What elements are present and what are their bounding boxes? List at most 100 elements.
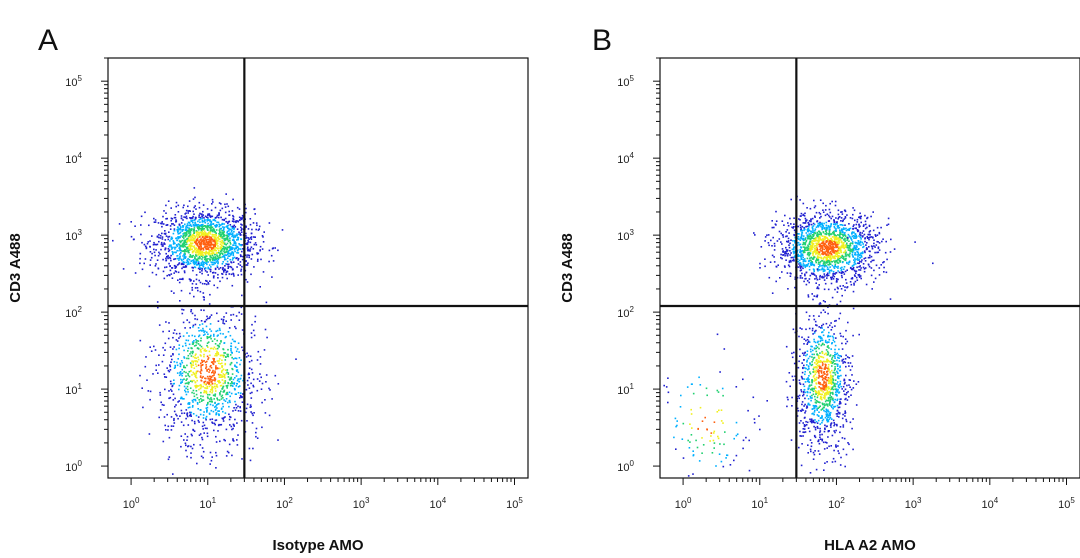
event-dot (856, 257, 859, 260)
event-dot (209, 418, 212, 421)
event-dot (210, 226, 213, 229)
event-dot (218, 233, 220, 235)
event-dot (168, 456, 171, 458)
event-dot (187, 445, 190, 447)
event-dot (823, 279, 826, 281)
event-dot (832, 361, 834, 364)
event-dot (171, 267, 174, 269)
event-dot (191, 266, 193, 269)
event-dot (824, 236, 827, 238)
event-dot (231, 232, 234, 235)
event-dot (759, 267, 761, 269)
event-dot (827, 259, 830, 262)
event-dot (235, 375, 238, 377)
event-dot (827, 243, 830, 246)
event-dot (818, 367, 821, 370)
event-dot (831, 240, 834, 242)
event-dot (860, 252, 862, 254)
event-dot (226, 385, 228, 388)
event-dot (180, 445, 182, 448)
event-dot (813, 370, 815, 372)
event-dot (828, 235, 831, 237)
event-dot (204, 267, 207, 270)
event-dot (213, 374, 215, 376)
event-dot (202, 399, 205, 401)
event-dot (224, 211, 227, 214)
event-dot (169, 346, 172, 348)
event-dot (200, 229, 203, 232)
event-dot (187, 357, 190, 360)
event-dot (834, 351, 836, 354)
event-dot (216, 360, 219, 362)
event-dot (205, 240, 207, 242)
event-dot (841, 228, 843, 230)
event-dot (208, 251, 211, 253)
event-dot (204, 221, 207, 224)
event-dot (174, 270, 177, 272)
event-dot (221, 240, 223, 243)
event-dot (821, 433, 823, 436)
event-dot (846, 246, 849, 249)
event-dot (818, 256, 821, 259)
event-dot (205, 225, 207, 228)
event-dot (221, 366, 223, 369)
event-dot (831, 236, 834, 238)
event-dot (187, 247, 189, 250)
event-dot (228, 252, 231, 255)
event-dot (835, 235, 837, 237)
event-dot (203, 217, 205, 219)
event-dot (206, 409, 208, 412)
event-dot (186, 435, 189, 438)
event-dot (164, 424, 166, 427)
event-dot (199, 281, 202, 284)
event-dot (188, 222, 191, 224)
event-dot (823, 329, 825, 331)
event-dot (855, 276, 858, 279)
event-dot (817, 381, 820, 383)
event-dot (221, 394, 224, 397)
event-dot (199, 433, 202, 435)
event-dot (863, 250, 866, 252)
event-dot (171, 218, 174, 220)
event-dot (192, 389, 195, 392)
event-dot (811, 394, 813, 397)
event-dot (803, 229, 805, 232)
event-dot (222, 410, 224, 413)
x-tick-label: 101 (199, 496, 216, 511)
event-dot (825, 241, 827, 243)
event-dot (177, 236, 179, 238)
event-dot (831, 246, 833, 249)
event-dot (816, 249, 819, 251)
event-dot (187, 402, 190, 404)
event-dot (205, 235, 207, 238)
event-dot (261, 235, 264, 237)
event-dot (784, 214, 786, 217)
event-dot (190, 351, 192, 353)
event-dot (221, 359, 223, 362)
event-dot (789, 217, 791, 220)
event-dot (179, 227, 182, 230)
event-dot (223, 239, 226, 242)
event-dot (814, 251, 816, 254)
event-dot (826, 266, 829, 269)
event-dot (195, 283, 198, 285)
event-dot (821, 265, 823, 267)
event-dot (252, 329, 255, 332)
event-dot (807, 294, 810, 296)
event-dot (194, 224, 196, 226)
event-dot (845, 278, 847, 281)
event-dot (826, 390, 829, 392)
event-dot (830, 217, 832, 220)
event-dot (182, 424, 185, 427)
event-dot (180, 435, 183, 437)
event-dot (179, 415, 181, 417)
event-dot (227, 255, 230, 257)
event-dot (239, 254, 242, 256)
event-dot (189, 255, 192, 257)
event-dot (809, 253, 811, 256)
event-dot (845, 229, 848, 232)
event-dot (231, 210, 234, 212)
event-dot (174, 214, 177, 216)
event-dot (186, 250, 188, 252)
event-dot (811, 247, 813, 250)
